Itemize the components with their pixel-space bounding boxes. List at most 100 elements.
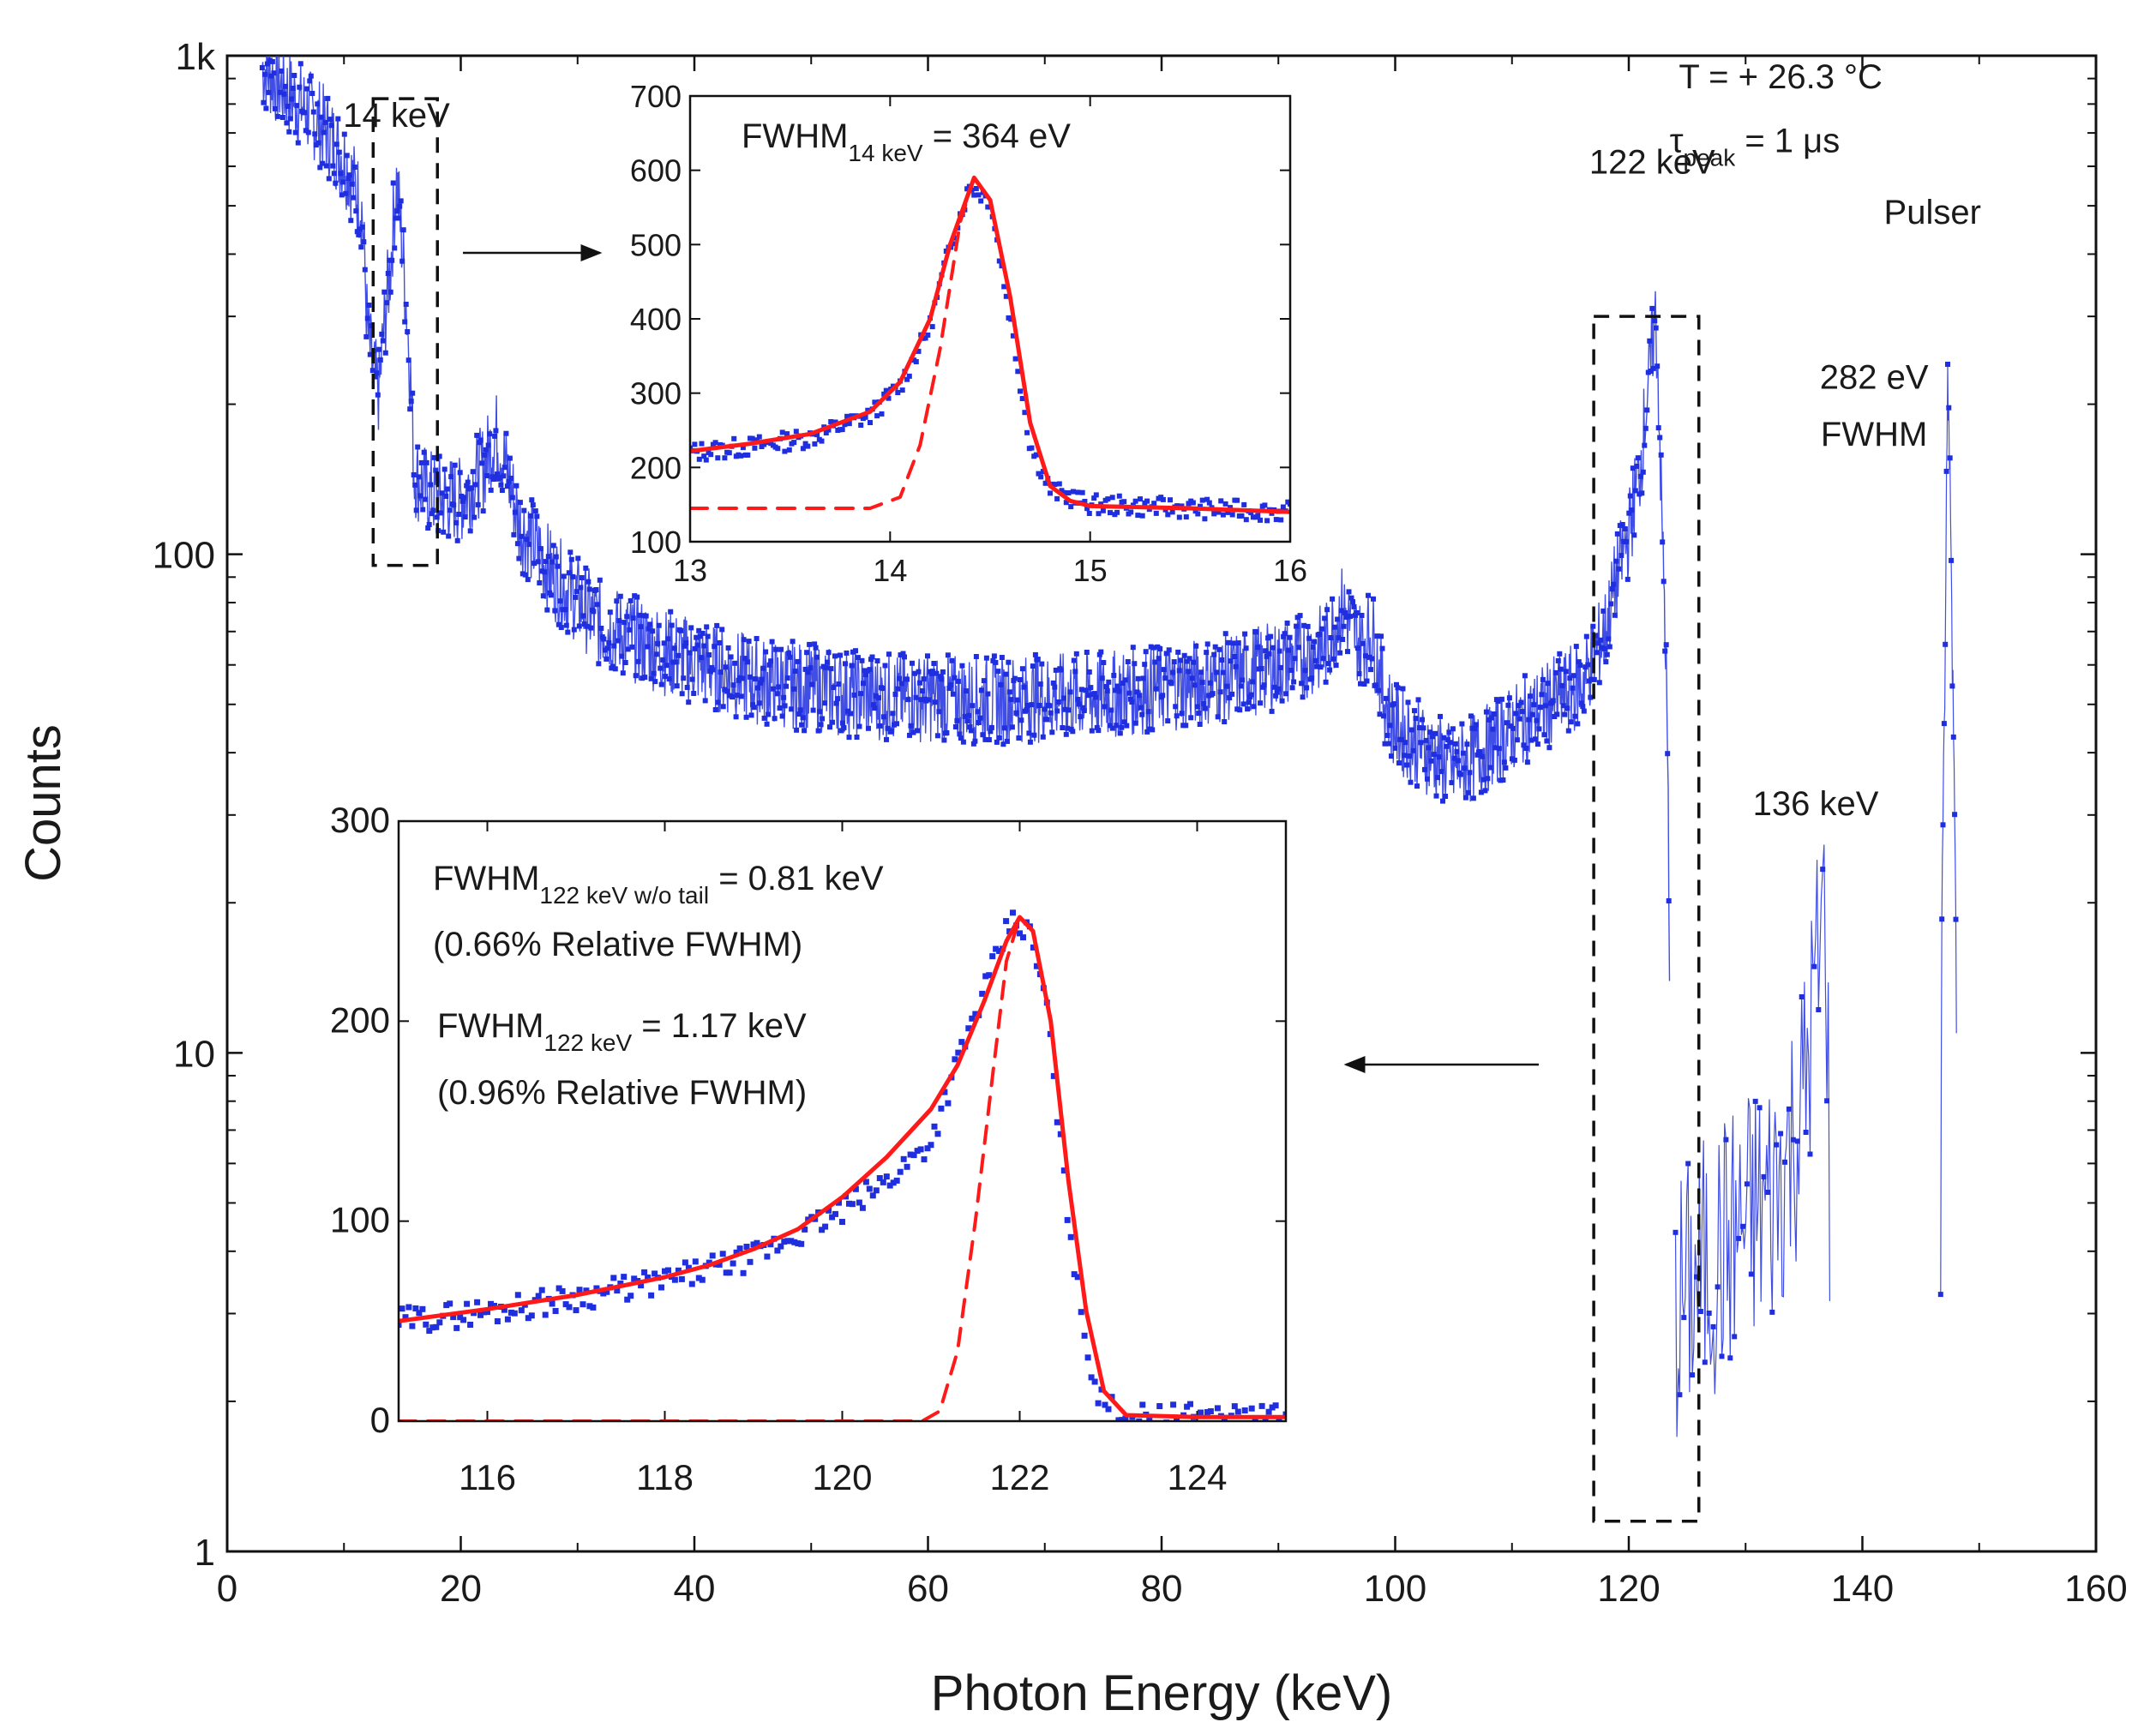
- spectrum-point: [1250, 679, 1256, 685]
- spectrum-point: [704, 624, 710, 630]
- spectrum-point: [1109, 725, 1115, 731]
- spectrum-point: [634, 594, 640, 600]
- spectrum-point: [1378, 633, 1384, 639]
- spectrum-point: [315, 140, 321, 146]
- inset-data-point: [1206, 500, 1212, 506]
- spectrum-point: [1635, 455, 1641, 461]
- inset-data-point: [972, 1011, 979, 1017]
- spectrum-point: [1078, 687, 1084, 693]
- spectrum-point: [472, 482, 478, 488]
- spectrum-point: [1565, 728, 1571, 734]
- spectrum-point: [1220, 669, 1226, 675]
- spectrum-point: [1593, 633, 1599, 639]
- spectrum-point: [815, 728, 821, 734]
- spectrum-point: [1142, 662, 1148, 668]
- spectrum-point: [1186, 656, 1192, 662]
- spectrum-point: [506, 478, 512, 484]
- inset-data-point: [886, 1182, 893, 1189]
- spectrum-point: [1207, 680, 1213, 686]
- main-annotations: 14 keV 122 keV Pulser 282 eV FWHM 136 keV T = …: [343, 58, 1981, 823]
- spectrum-point: [302, 110, 308, 116]
- spectrum-point: [664, 663, 670, 669]
- spectrum-point: [1054, 708, 1060, 714]
- inset-data-point: [914, 1148, 921, 1155]
- spectrum-point: [1477, 749, 1483, 754]
- spectrum-point: [1482, 788, 1488, 794]
- spectrum-point: [1631, 532, 1637, 538]
- inset-data-point: [819, 438, 825, 444]
- spectrum-point: [907, 732, 912, 738]
- spectrum-point: [1573, 644, 1579, 650]
- spectrum-point: [1418, 740, 1424, 746]
- inset-data-point: [1198, 1409, 1204, 1416]
- spectrum-point: [616, 618, 622, 624]
- spectrum-point: [1681, 1315, 1687, 1321]
- spectrum-point: [336, 149, 342, 155]
- inset-data-point: [525, 1315, 531, 1322]
- spectrum-point: [434, 514, 440, 520]
- spectrum-point: [279, 115, 285, 120]
- spectrum-point: [1441, 735, 1447, 741]
- spectrum-point: [958, 735, 964, 741]
- inset-data-point: [688, 1281, 695, 1287]
- spectrum-point: [902, 654, 907, 660]
- spectrum-point: [1288, 668, 1294, 673]
- spectrum-point: [566, 570, 572, 576]
- spectrum-point: [1108, 707, 1114, 713]
- spectrum-point: [952, 675, 958, 681]
- inset-data-point: [501, 1306, 507, 1313]
- spectrum-point: [454, 537, 460, 543]
- inset-data-point: [1066, 490, 1072, 495]
- spectrum-point: [389, 257, 395, 263]
- spectrum-point: [784, 683, 790, 689]
- spectrum-point: [967, 724, 973, 730]
- inset-data-point: [675, 1267, 682, 1274]
- spectrum-point: [1544, 738, 1550, 744]
- spectrum-point: [646, 626, 652, 632]
- spectrum-point: [1135, 675, 1141, 681]
- inset-data-point: [1192, 508, 1198, 514]
- spectrum-point: [1276, 648, 1282, 654]
- spectrum-point: [754, 636, 760, 641]
- inset-data-point: [965, 1025, 972, 1032]
- inset-data-point: [955, 1049, 962, 1056]
- spectrum-point: [1160, 693, 1166, 699]
- spectrum-point: [1820, 867, 1826, 873]
- inset-122kev-frame: [397, 819, 1288, 1423]
- spectrum-point: [856, 723, 862, 729]
- spectrum-point: [501, 465, 507, 471]
- inset-data-point: [507, 1309, 514, 1316]
- spectrum-point: [1040, 734, 1046, 740]
- inset-data-point: [929, 324, 935, 330]
- spectrum-point: [1478, 789, 1484, 795]
- spectrum-point: [586, 586, 592, 592]
- spectrum-point: [1183, 723, 1189, 729]
- spectrum-point: [681, 675, 687, 681]
- main-annotation: FWHM: [1821, 416, 1927, 453]
- spectrum-point: [461, 495, 467, 501]
- spectrum-point: [748, 712, 754, 718]
- inset-x-tick-label: 116: [459, 1457, 516, 1497]
- spectrum-point: [511, 531, 517, 537]
- spectrum-point: [1578, 700, 1584, 706]
- inset-data-point: [791, 440, 797, 446]
- spectrum-point: [820, 716, 826, 722]
- inset-data-point: [828, 419, 834, 424]
- inset-data-point: [1201, 1423, 1207, 1429]
- spectrum-point: [555, 563, 561, 569]
- inset-y-tick-label: 400: [630, 302, 682, 337]
- spectrum-point: [1270, 645, 1276, 651]
- spectrum-point: [527, 513, 533, 519]
- spectrum-point: [1420, 725, 1426, 731]
- spectrum-point: [1049, 729, 1055, 735]
- inset-data-point: [922, 335, 928, 341]
- inset-data-point: [600, 1290, 607, 1297]
- spectrum-point: [1322, 615, 1328, 621]
- spectrum-point: [633, 673, 639, 679]
- inset-data-point: [1082, 499, 1088, 504]
- spectrum-point: [376, 346, 382, 352]
- spectrum-point: [1278, 664, 1284, 670]
- spectrum-point: [1297, 613, 1303, 619]
- inset-data-point: [1114, 509, 1120, 515]
- spectrum-point: [758, 680, 764, 686]
